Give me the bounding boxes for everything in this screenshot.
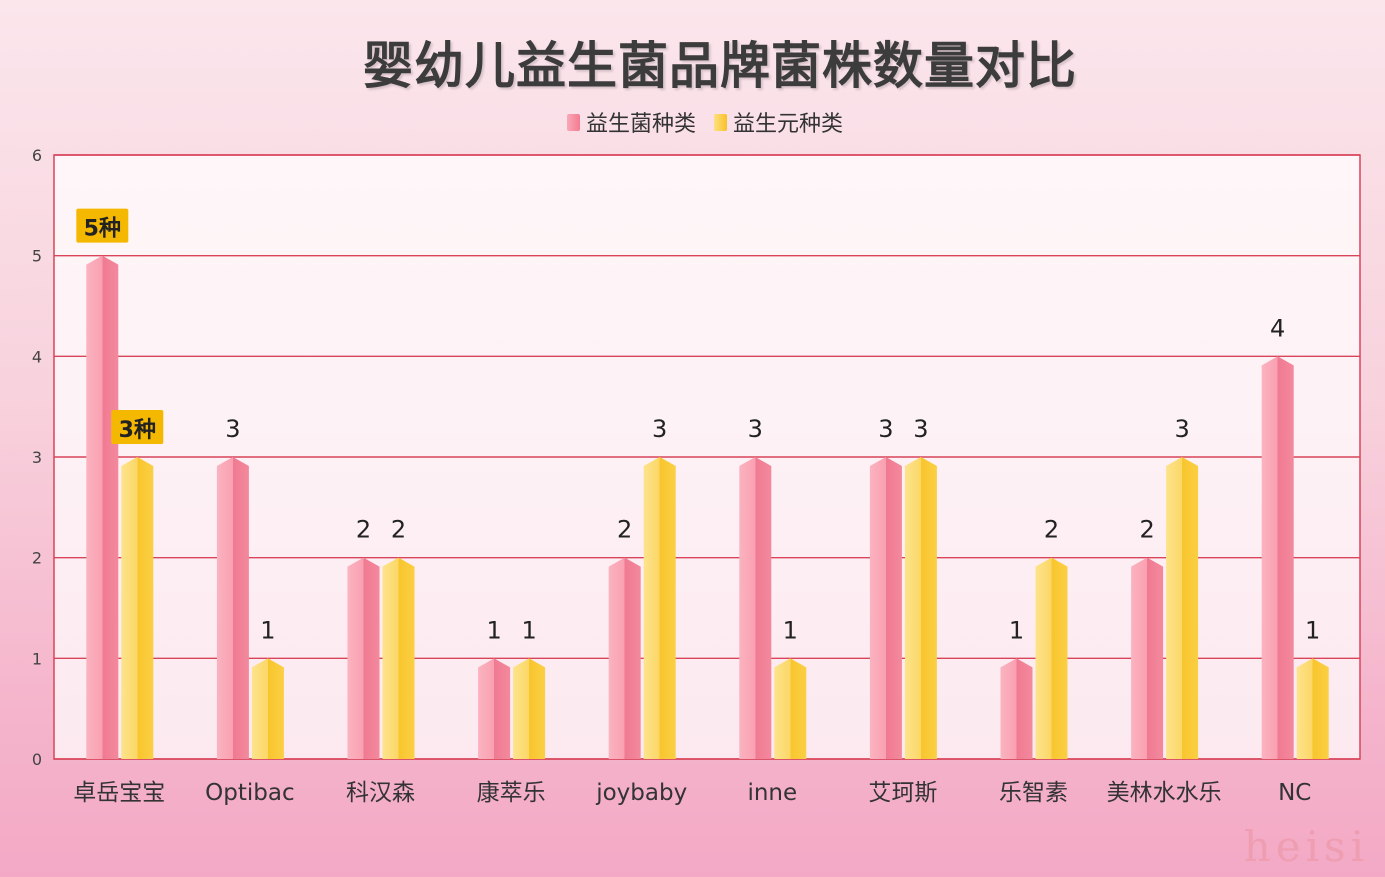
y-tick-label: 5	[32, 247, 42, 266]
data-label: 5种	[84, 217, 121, 242]
bar-probiotic	[216, 457, 249, 759]
data-label: 1	[1009, 616, 1024, 644]
legend-label-probiotic: 益生菌种类	[585, 112, 696, 137]
legend: 益生菌种类 益生元种类	[0, 106, 1385, 138]
data-label: 2	[1044, 516, 1059, 544]
bar-prebiotic	[643, 457, 676, 759]
x-tick-label: 乐智素	[999, 780, 1068, 806]
bar-probiotic	[347, 557, 380, 759]
y-tick-label: 0	[32, 750, 42, 769]
data-label: 3	[652, 415, 667, 443]
data-label-highlight	[76, 208, 129, 243]
data-label: 3种	[119, 418, 156, 443]
y-tick-label: 1	[32, 649, 42, 668]
data-label: 2	[391, 516, 406, 544]
data-label: 1	[260, 616, 275, 644]
x-tick-label: 卓岳宝宝	[73, 780, 165, 806]
bar-probiotic	[1131, 557, 1164, 759]
watermark: heisi	[1243, 822, 1369, 871]
x-tick-label: 艾珂斯	[868, 780, 937, 806]
bar-probiotic	[869, 457, 902, 759]
bar-prebiotic	[1166, 457, 1199, 759]
bar-probiotic	[478, 658, 511, 759]
x-tick-label: 康萃乐	[477, 780, 546, 806]
y-tick-label: 3	[32, 448, 42, 467]
bar-probiotic	[739, 457, 772, 759]
data-label: 2	[1139, 516, 1154, 544]
x-tick-label: inne	[747, 780, 797, 806]
bar-probiotic	[86, 255, 119, 759]
x-tick-label: Optibac	[205, 780, 294, 806]
bar-prebiotic	[1035, 557, 1068, 759]
y-tick-label: 2	[32, 549, 42, 568]
legend-item-prebiotic[interactable]: 益生元种类	[714, 106, 843, 138]
data-label: 3	[225, 415, 240, 443]
x-tick-label: NC	[1278, 780, 1311, 806]
legend-label-prebiotic: 益生元种类	[733, 112, 844, 137]
bar-probiotic	[608, 557, 641, 759]
bar-prebiotic	[513, 658, 546, 759]
bar-prebiotic	[774, 658, 807, 759]
data-label: 2	[356, 516, 371, 544]
x-tick-label: joybaby	[595, 780, 687, 806]
bar-prebiotic	[904, 457, 937, 759]
data-label: 1	[783, 616, 798, 644]
bar-prebiotic	[121, 457, 154, 759]
bar-probiotic	[1261, 356, 1294, 759]
data-label: 4	[1270, 314, 1285, 342]
chart-title: 婴幼儿益生菌品牌菌株数量对比	[363, 36, 1077, 95]
data-label: 3	[1174, 415, 1189, 443]
data-label: 3	[913, 415, 928, 443]
data-label: 3	[878, 415, 893, 443]
x-tick-label: 科汉森	[346, 780, 415, 806]
bar-prebiotic	[1296, 658, 1329, 759]
data-label: 1	[1305, 616, 1320, 644]
y-tick-label: 4	[32, 347, 42, 366]
data-label: 1	[521, 616, 536, 644]
legend-swatch-prebiotic	[714, 113, 727, 131]
data-label: 2	[617, 516, 632, 544]
y-tick-label: 6	[32, 146, 42, 165]
data-label: 3	[748, 415, 763, 443]
data-label: 1	[486, 616, 501, 644]
bar-prebiotic	[382, 557, 415, 759]
data-label-highlight	[111, 410, 164, 444]
bar-prebiotic	[251, 658, 284, 759]
legend-swatch-probiotic	[566, 113, 580, 131]
x-tick-label: 美林水水乐	[1107, 780, 1222, 806]
bar-probiotic	[1000, 658, 1033, 759]
legend-item-probiotic[interactable]: 益生菌种类	[566, 106, 696, 138]
